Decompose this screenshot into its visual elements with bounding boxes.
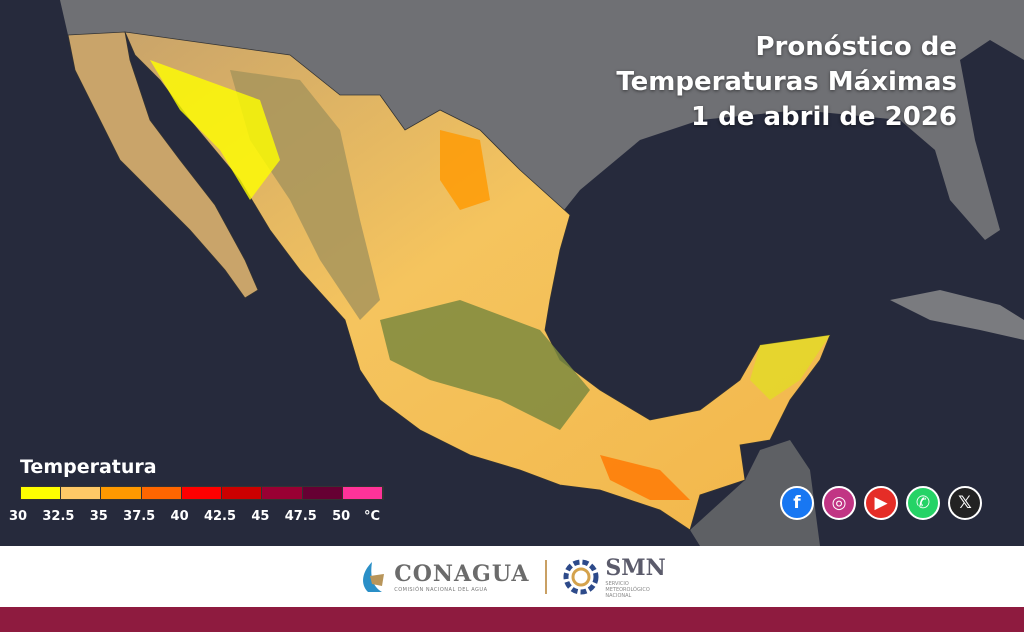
legend-tick-label: 37.5 xyxy=(123,509,156,524)
conagua-emblem-icon xyxy=(363,561,385,592)
conagua-logo: CONAGUA COMISIÓN NACIONAL DEL AGUA xyxy=(358,560,529,594)
legend-tick-label: 45 xyxy=(251,509,270,524)
smn-subtitle-3: NACIONAL xyxy=(605,592,632,599)
temperature-map: Pronóstico de Temperaturas Máximas 1 de … xyxy=(0,0,1024,546)
legend-unit: °C xyxy=(363,509,381,524)
smn-subtitle-2: METEOROLÓGICO xyxy=(605,586,650,593)
hot-zone-south xyxy=(600,455,690,500)
legend-ticks: 30 32.5 35 37.5 40 42.5 45 47.5 50 °C xyxy=(9,509,420,529)
conagua-name: CONAGUA xyxy=(394,560,530,587)
map-graphic xyxy=(60,0,1024,546)
central-america xyxy=(690,440,820,546)
temperature-legend: Temperatura 30 32.5 35 37.5 40 42.5 45 47.5 50 °C xyxy=(9,456,420,529)
title-line-1: Pronóstico de xyxy=(755,32,958,62)
legend-tick-label: 35 xyxy=(89,509,108,524)
legend-tick-label: 40 xyxy=(170,509,189,524)
title-line-2: Temperaturas Máximas xyxy=(616,67,957,97)
smn-subtitle-1: SERVICIO xyxy=(605,580,629,587)
map-title: Pronóstico de Temperaturas Máximas 1 de … xyxy=(616,30,957,135)
yucatan-yellow xyxy=(750,335,830,400)
whatsapp-icon[interactable]: ✆ xyxy=(906,486,940,520)
smn-emblem-icon xyxy=(563,559,599,594)
usa-land xyxy=(60,0,1024,240)
legend-swatch xyxy=(181,487,223,499)
central-highlands xyxy=(380,300,590,430)
conagua-subtitle: COMISIÓN NACIONAL DEL AGUA xyxy=(394,586,488,593)
legend-swatch xyxy=(141,487,182,499)
legend-swatch xyxy=(21,487,62,499)
youtube-icon[interactable]: ▶ xyxy=(864,486,898,520)
legend-tick-label: 42.5 xyxy=(203,509,237,524)
coast-yellow xyxy=(150,60,280,200)
smn-logo: SMN SERVICIO METEOROLÓGICO NACIONAL xyxy=(563,554,666,599)
legend-tick-label: 32.5 xyxy=(42,509,75,524)
instagram-icon[interactable]: ◎ xyxy=(822,486,856,520)
logo-divider xyxy=(545,559,548,594)
baja-california xyxy=(67,31,259,299)
legend-tick-label: 50 xyxy=(332,509,351,524)
legend-tick-label: 47.5 xyxy=(284,509,317,524)
bottom-band xyxy=(0,607,1024,632)
title-line-3: 1 de abril de 2026 xyxy=(691,102,957,132)
legend-color-bar xyxy=(20,486,384,500)
legend-swatch xyxy=(262,487,303,499)
social-links: f ◎ ▶ ✆ 𝕏 xyxy=(780,486,982,520)
legend-swatch xyxy=(61,487,102,499)
legend-swatch xyxy=(302,487,343,499)
legend-swatch xyxy=(222,487,263,499)
facebook-icon[interactable]: f xyxy=(780,486,814,520)
x-icon[interactable]: 𝕏 xyxy=(948,486,982,520)
hot-zone-north xyxy=(440,130,490,210)
footer: CONAGUA COMISIÓN NACIONAL DEL AGUA SMN S… xyxy=(0,546,1024,607)
smn-name: SMN xyxy=(605,554,666,581)
legend-swatch xyxy=(342,487,383,499)
legend-swatch xyxy=(101,487,142,499)
legend-tick-label: 30 xyxy=(8,509,28,524)
cuba xyxy=(890,290,1024,340)
legend-title: Temperatura xyxy=(20,456,157,478)
